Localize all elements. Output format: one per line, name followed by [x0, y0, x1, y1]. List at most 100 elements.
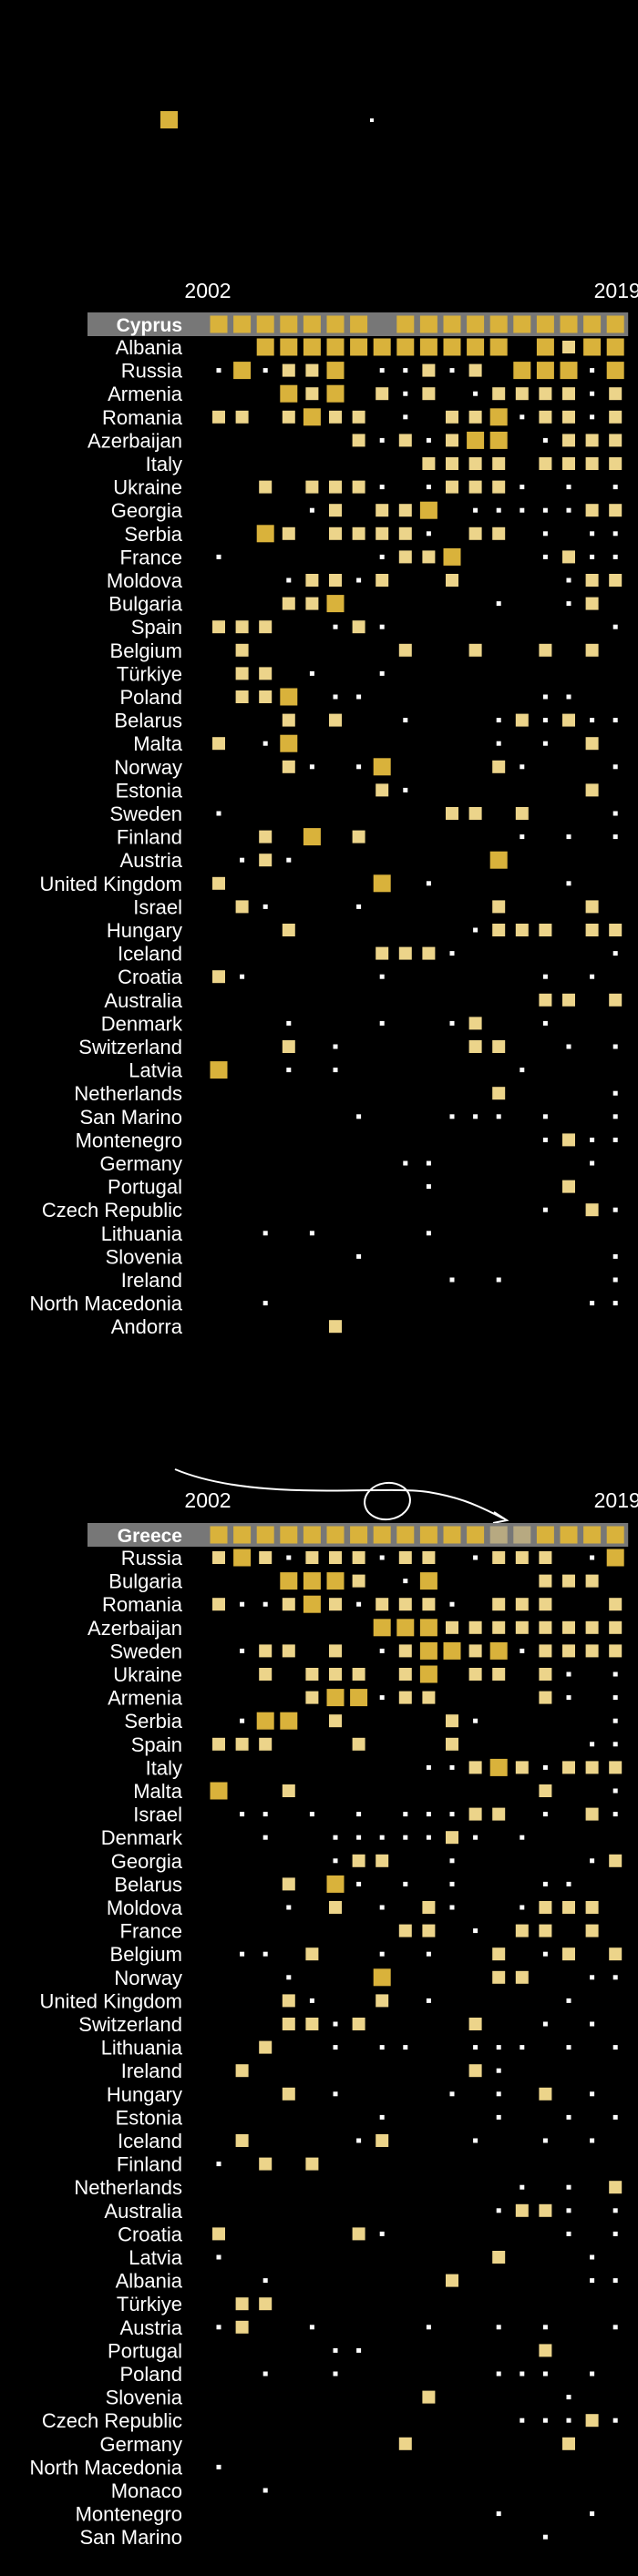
- vote-square: [212, 410, 225, 424]
- legend-dot-icon: [370, 118, 374, 122]
- vote-square: [262, 1812, 268, 1817]
- focus-year-square: [443, 315, 461, 333]
- vote-square: [329, 526, 342, 540]
- country-label: Georgia: [111, 499, 183, 522]
- vote-square: [379, 1648, 385, 1653]
- vote-square: [585, 900, 599, 914]
- vote-square: [539, 1598, 552, 1611]
- vote-square: [609, 1598, 623, 1611]
- country-label: Belgium: [110, 1943, 182, 1966]
- vote-square: [426, 1231, 431, 1236]
- country-label: Andorra: [111, 1315, 183, 1338]
- vote-square: [446, 1831, 458, 1845]
- vote-square: [352, 1737, 365, 1751]
- vote-square: [590, 1137, 595, 1142]
- focus-year-square: [583, 1526, 602, 1544]
- vote-square: [496, 2068, 501, 2073]
- vote-square: [492, 480, 506, 494]
- vote-square: [468, 1017, 482, 1030]
- vote-square: [489, 851, 508, 869]
- country-label: Belarus: [114, 1873, 182, 1896]
- vote-square: [473, 1835, 478, 1840]
- vote-square: [542, 1812, 548, 1817]
- vote-square: [612, 1137, 618, 1142]
- vote-square: [309, 1812, 314, 1817]
- vote-square: [566, 485, 571, 490]
- vote-square: [520, 414, 525, 420]
- country-label: Portugal: [108, 1176, 182, 1199]
- vote-square: [426, 881, 431, 886]
- vote-square: [467, 338, 485, 356]
- vote-square: [515, 2203, 529, 2217]
- vote-square: [496, 601, 501, 607]
- vote-square: [373, 758, 391, 776]
- country-label: Netherlands: [74, 2176, 182, 2199]
- vote-square: [446, 457, 458, 470]
- country-label: Poland: [119, 2363, 182, 2386]
- vote-square: [539, 387, 552, 401]
- vote-square: [262, 741, 268, 746]
- focus-year-square: [419, 1526, 437, 1544]
- country-label: Hungary: [107, 919, 182, 942]
- vote-square: [566, 1671, 571, 1677]
- vote-square: [376, 526, 389, 540]
- vote-square: [282, 713, 295, 727]
- country-label: Portugal: [108, 2339, 182, 2362]
- vote-square: [520, 2418, 525, 2423]
- vote-square: [446, 574, 458, 587]
- vote-square: [566, 834, 571, 840]
- vote-square: [262, 2278, 268, 2284]
- vote-square: [398, 1924, 412, 1937]
- country-label: Armenia: [108, 1687, 183, 1710]
- decor-top: [160, 111, 374, 128]
- vote-square: [473, 1928, 478, 1934]
- vote-square: [235, 2297, 249, 2311]
- vote-square: [492, 1620, 506, 1634]
- vote-square: [356, 694, 362, 700]
- vote-square: [612, 834, 618, 840]
- vote-square: [468, 1668, 482, 1681]
- vote-square: [473, 507, 478, 513]
- vote-square: [612, 531, 618, 537]
- vote-square: [515, 1551, 529, 1564]
- vote-square: [609, 387, 623, 401]
- vote-square: [612, 554, 618, 559]
- vote-square: [609, 504, 623, 517]
- country-label: Monaco: [111, 2479, 182, 2502]
- vote-square: [590, 974, 595, 979]
- vote-square: [356, 1881, 362, 1886]
- vote-square: [542, 1207, 548, 1212]
- year-start-label: 2002: [184, 279, 231, 302]
- vote-square: [350, 1689, 368, 1707]
- focus-country-label: Greece: [118, 1526, 182, 1547]
- vote-square: [309, 1998, 314, 2003]
- vote-square: [473, 1718, 478, 1723]
- vote-square: [609, 1620, 623, 1634]
- vote-square: [379, 1555, 385, 1560]
- vote-square: [305, 574, 319, 587]
- vote-square: [609, 993, 623, 1007]
- vote-square: [280, 688, 298, 706]
- country-label: Spain: [131, 616, 182, 639]
- vote-square: [515, 1761, 529, 1774]
- vote-square: [443, 1641, 461, 1660]
- vote-square: [282, 1644, 295, 1658]
- vote-square: [520, 764, 525, 770]
- vote-square: [303, 1595, 321, 1613]
- vote-square: [536, 338, 554, 356]
- vote-square: [352, 2018, 365, 2030]
- vote-square: [585, 924, 599, 936]
- vote-square: [468, 807, 482, 820]
- vote-square: [539, 993, 552, 1007]
- country-label: Armenia: [108, 383, 183, 405]
- vote-square: [216, 2254, 221, 2260]
- vote-square: [379, 437, 385, 443]
- country-label: Croatia: [118, 2223, 183, 2245]
- vote-square: [379, 485, 385, 490]
- vote-square: [562, 457, 575, 470]
- vote-square: [419, 501, 437, 519]
- vote-square: [590, 2138, 595, 2143]
- vote-square: [492, 924, 506, 936]
- vote-square: [262, 368, 268, 373]
- vote-square: [426, 531, 431, 537]
